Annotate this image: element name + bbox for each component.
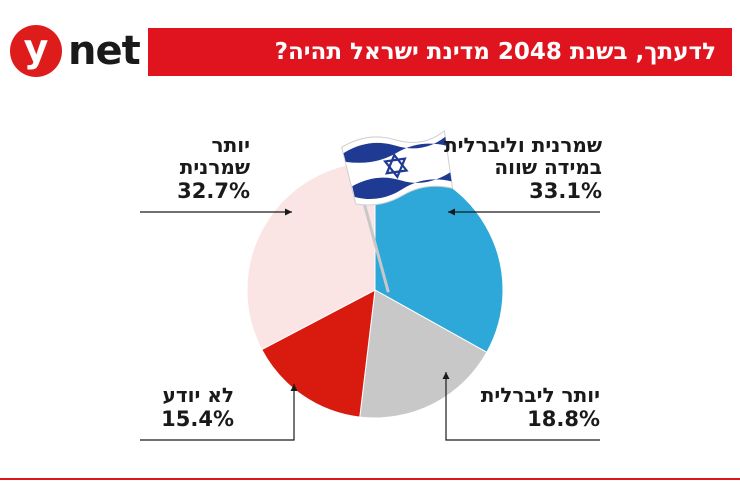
title-bar: לדעתך, בשנת 2048 מדינת ישראל תהיה? (148, 28, 732, 76)
arrow-unknown (290, 384, 298, 391)
label-equal-line2: במידה שווה (494, 155, 602, 179)
label-equal-line1: שמרנית וליברלית (444, 133, 602, 157)
label-unknown-line1: לא יודע (162, 383, 234, 407)
arrow-liberal (442, 372, 450, 379)
label-liberal-pct: 18.8% (527, 407, 600, 431)
label-unknown-pct: 15.4% (161, 407, 234, 431)
pie-slice-liberal (359, 289, 488, 419)
ynet-logo-circle: y (10, 25, 62, 77)
label-equal: שמרנית וליברלית במידה שווה 33.1% (430, 134, 602, 204)
label-conservative-line1: יותר (211, 133, 250, 157)
label-unknown: לא יודע 15.4% (130, 384, 234, 432)
label-liberal: יותר ליברלית 18.8% (450, 384, 600, 432)
bottom-divider (0, 478, 740, 480)
chart-title: לדעתך, בשנת 2048 מדינת ישראל תהיה? (274, 39, 716, 65)
ynet-logo-text: net (68, 28, 141, 74)
leader-line-unknown (140, 384, 295, 441)
label-conservative-line2: שמרנית (179, 155, 250, 179)
ynet-logo: y net (10, 24, 141, 78)
label-liberal-line1: יותר ליברלית (480, 383, 600, 407)
arrow-conservative (285, 208, 292, 216)
leader-lines (140, 211, 600, 441)
pie-slice-unknown (261, 289, 376, 418)
leader-line-liberal (445, 372, 600, 441)
label-conservative: יותר שמרנית 32.7% (130, 134, 250, 204)
israel-flag-icon (341, 129, 454, 293)
leader-arrow-heads (285, 208, 455, 391)
arrow-equal (448, 208, 455, 216)
label-equal-pct: 33.1% (529, 179, 602, 203)
label-conservative-pct: 32.7% (177, 179, 250, 203)
pie-slice-conservative (246, 161, 376, 351)
